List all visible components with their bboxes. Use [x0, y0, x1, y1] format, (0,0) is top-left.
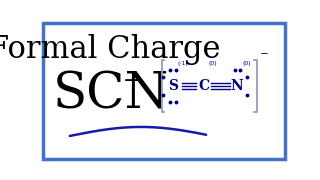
Text: N: N: [231, 79, 244, 93]
Text: −: −: [260, 49, 269, 59]
Text: SCN: SCN: [52, 70, 169, 120]
Text: −: −: [123, 72, 140, 91]
Text: C: C: [198, 79, 209, 93]
Text: (0): (0): [209, 61, 217, 66]
Text: S: S: [168, 79, 178, 93]
Text: Formal Charge: Formal Charge: [0, 34, 221, 65]
Text: (-1): (-1): [178, 61, 188, 66]
Text: (0): (0): [242, 61, 251, 66]
